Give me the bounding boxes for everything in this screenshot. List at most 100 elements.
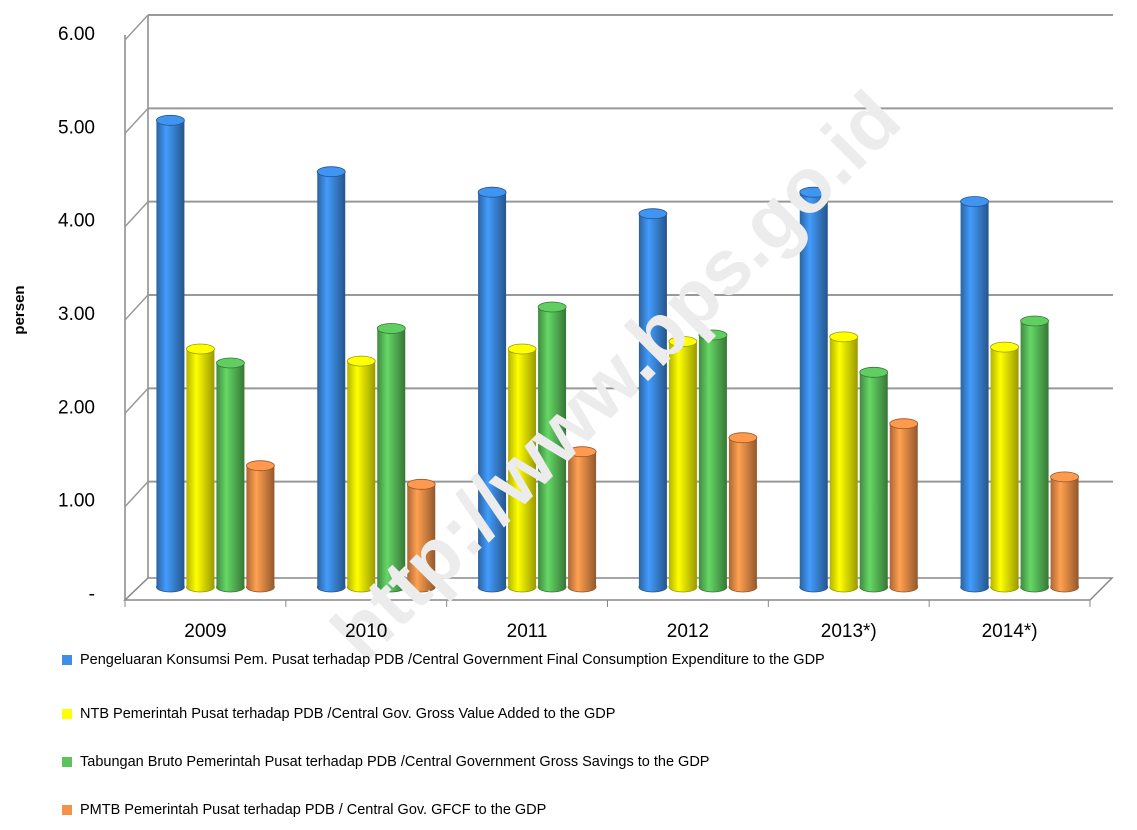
bar [156, 114, 185, 593]
bar [829, 331, 859, 593]
bar-top [990, 341, 1019, 353]
bar-body [638, 213, 667, 587]
legend-swatch [62, 757, 72, 767]
bar-top [668, 336, 698, 347]
grid-line-side [124, 387, 149, 414]
bar-top [156, 114, 185, 126]
legend-swatch [62, 805, 72, 815]
bar [728, 432, 758, 593]
bar-top [537, 301, 567, 313]
bar-body [668, 341, 697, 587]
bar-body [859, 372, 888, 587]
legend-swatch [62, 655, 72, 665]
bar-body [317, 171, 346, 587]
bar-top [698, 329, 728, 341]
bar-body [538, 307, 567, 587]
bar [799, 186, 829, 593]
grid-line-side [124, 14, 149, 41]
legend-label: PMTB Pemerintah Pusat terhadap PDB / Cen… [80, 802, 546, 818]
bar-body [1050, 476, 1079, 587]
bar [376, 323, 406, 593]
bar [246, 460, 275, 593]
bar [537, 301, 567, 593]
bar-body [156, 120, 185, 587]
x-tick-label: 2013*) [821, 621, 877, 642]
y-tick-label: 3.00 [58, 304, 95, 325]
bar [638, 208, 668, 593]
bar-body [246, 465, 275, 587]
grid-line-side [124, 201, 149, 228]
bar [406, 478, 436, 593]
bar-body [799, 192, 828, 587]
x-tick-label: 2011 [507, 621, 548, 642]
bar [1050, 471, 1079, 593]
bar [698, 329, 728, 593]
bar-body [728, 437, 757, 587]
bar-body [347, 361, 376, 587]
bar-top [1050, 471, 1079, 483]
bar-body [889, 423, 918, 587]
y-tick-label: 6.00 [58, 24, 95, 45]
grid-line-side [124, 481, 149, 508]
legend-label: NTB Pemerintah Pusat terhadap PDB /Centr… [80, 706, 615, 722]
bar-top [477, 186, 507, 198]
x-tick-label: 2012 [667, 621, 709, 642]
y-tick-label: 2.00 [58, 397, 95, 418]
bar-top [186, 343, 215, 355]
bar-body [377, 328, 406, 587]
bar-body [186, 349, 215, 587]
bar [668, 336, 698, 593]
bar [316, 166, 346, 593]
bar-body [698, 335, 727, 587]
bar-body [407, 484, 436, 587]
bar-top [346, 355, 376, 367]
bar [477, 186, 507, 593]
bar-top [376, 323, 406, 334]
legend-swatch [62, 709, 72, 719]
y-axis-label: persen [11, 285, 28, 334]
bar [186, 343, 215, 593]
bar [960, 196, 989, 593]
bar [889, 418, 919, 593]
bar-body [990, 347, 1019, 587]
bar-top [799, 186, 829, 198]
bar-top [406, 478, 436, 490]
bar-body [508, 349, 537, 587]
bar-top [829, 331, 859, 343]
y-tick-label: - [89, 584, 95, 605]
x-tick-label: 2014*) [982, 621, 1038, 642]
bar-top [638, 208, 668, 220]
bar-top [960, 196, 989, 207]
bar [990, 341, 1019, 593]
grid-line-side [124, 294, 149, 321]
legend-label: Tabungan Bruto Pemerintah Pusat terhadap… [80, 754, 709, 770]
grid-line-side [124, 107, 149, 134]
bar-body [1020, 321, 1049, 587]
bar-body [960, 201, 989, 588]
bar-top [567, 446, 597, 458]
bar [1020, 315, 1049, 593]
y-tick-label: 4.00 [58, 211, 95, 232]
bar [216, 357, 245, 593]
y-tick-label: 1.00 [58, 491, 95, 512]
legend-label: Pengeluaran Konsumsi Pem. Pusat terhadap… [80, 652, 825, 668]
bar-top [889, 418, 919, 430]
bar-top [1020, 315, 1049, 327]
bar [346, 355, 376, 593]
bar [567, 446, 597, 593]
bar-top [246, 460, 275, 472]
bar [507, 343, 537, 593]
bar-top [859, 366, 889, 378]
bar-body [478, 192, 507, 587]
bar-top [728, 432, 758, 444]
x-tick-label: 2009 [184, 621, 226, 642]
bar-top [316, 166, 346, 178]
y-tick-label: 5.00 [58, 117, 95, 138]
bar-body [216, 363, 245, 587]
bar-body [829, 336, 858, 587]
bar-top [216, 357, 245, 369]
bar [859, 366, 889, 593]
bar-top [507, 343, 537, 355]
x-tick-label: 2010 [345, 621, 387, 642]
